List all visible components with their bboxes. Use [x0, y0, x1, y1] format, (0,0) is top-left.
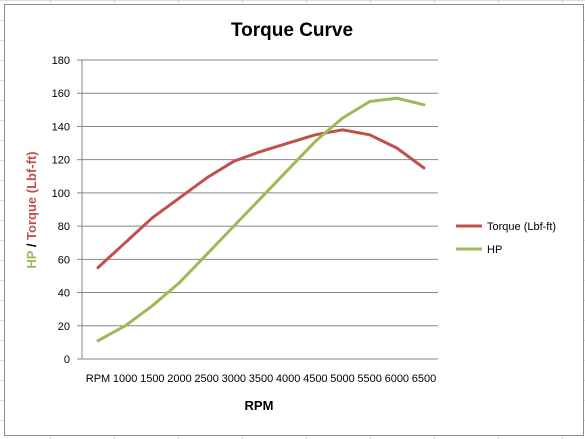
legend-label: HP	[487, 244, 502, 256]
y-tick-label: 120	[52, 155, 70, 167]
y-axis-title: HP / Torque (Lbf-ft)	[24, 151, 39, 268]
chart-title: Torque Curve	[231, 20, 353, 41]
x-tick-label: 6000	[385, 373, 409, 385]
y-tick-label: 180	[52, 55, 70, 67]
x-tick-label: 5500	[357, 373, 381, 385]
series-lines	[96, 96, 426, 343]
y-tick-label: 160	[52, 88, 70, 100]
y-tick-label: 100	[52, 188, 70, 200]
legend[interactable]: Torque (Lbf-ft) HP	[456, 221, 556, 256]
x-axis-tick-labels: RPM 1000 1500 2000 2500 3000 3500 4000 4500 5000 5…	[86, 373, 436, 385]
y-tick-label: 40	[58, 288, 70, 300]
y-axis-title-hp: HP	[24, 250, 39, 268]
gridlines	[77, 59, 438, 360]
x-tick-label: 1000	[113, 373, 137, 385]
y-tick-label: 80	[58, 221, 70, 233]
series-line-torque	[96, 128, 426, 270]
y-axis-title-torque: Torque (Lbf-ft)	[24, 151, 39, 240]
x-tick-label: 2500	[194, 373, 218, 385]
y-axis-title-separator: /	[24, 240, 39, 251]
x-tick-label: 2000	[167, 373, 191, 385]
x-tick-label: 4500	[303, 373, 327, 385]
chart-area[interactable]	[4, 4, 584, 436]
y-tick-label: 20	[58, 321, 70, 333]
y-tick-label: 0	[64, 354, 70, 366]
y-tick-label: 140	[52, 121, 70, 133]
x-tick-label: 3000	[222, 373, 246, 385]
x-tick-label: 1500	[140, 373, 164, 385]
x-tick-label: 4000	[276, 373, 300, 385]
x-axis-title: RPM	[245, 398, 274, 413]
x-tick-label: 3500	[249, 373, 273, 385]
x-tick-label: RPM	[86, 373, 110, 385]
x-tick-label: 6500	[412, 373, 436, 385]
y-axis-tick-labels: 0 20 40 60 80 100 120 140 160 180	[52, 55, 70, 366]
y-tick-label: 60	[58, 254, 70, 266]
x-tick-label: 5000	[330, 373, 354, 385]
legend-label: Torque (Lbf-ft)	[487, 221, 556, 233]
series-line-hp	[96, 96, 426, 343]
